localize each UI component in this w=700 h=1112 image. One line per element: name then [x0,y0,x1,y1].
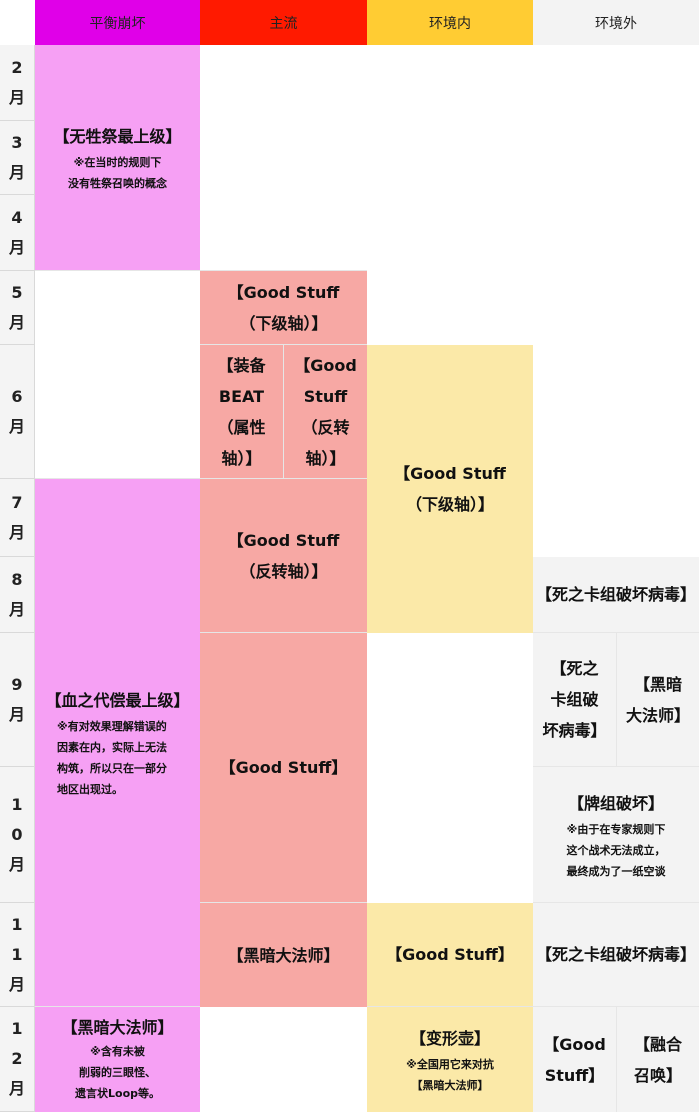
deck-title: 轴）】 [305,448,346,468]
deck-title: （反转 [301,417,350,437]
deck-title: 【黑暗大法师】 [61,1018,174,1037]
deck-title: 【Good [543,1034,606,1054]
deck-title: 【牌组破坏】 [567,793,664,813]
note-block: ※有对效果理解错误的 因素在内，实际上无法 构筑，所以只在一部分 地区出现过。 [35,716,167,800]
balance-cell-jul-nov: 【血之代偿最上级】 ※有对效果理解错误的 因素在内，实际上无法 构筑，所以只在一… [35,479,200,1007]
deck-title: 【装备 [217,355,266,375]
deck-title: 【血之代偿最上级】 [45,691,190,710]
deck-title: 坏病毒】 [542,721,607,740]
deck-title: 【Good Stuff】 [219,758,348,777]
header-in-env: 环境内 [367,0,533,45]
header-mainstream: 主流 [200,0,367,45]
out-env-cell-sep-right: 【黑暗 大法师】 [617,633,699,767]
deck-title: 【Good Stuff [227,282,340,302]
note-line: 地区出现过。 [57,783,123,796]
deck-title: 【Good Stuff [394,464,506,483]
deck-title: 【Good Stuff [227,530,340,550]
deck-title: （属性 [217,417,266,437]
note-line: ※在当时的规则下 [73,156,162,169]
note-line: ※全国用它来对抗 [406,1058,494,1071]
deck-title: 【死之 [550,659,599,678]
note-line: 遗言状Loop等。 [75,1087,160,1100]
note-line: 【黑暗大法师】 [411,1079,489,1092]
deck-title: （下级轴）】 [405,495,494,514]
in-env-cell-dec: 【变形壶】 ※全国用它来对抗 【黑暗大法师】 [367,1007,533,1112]
note-line: 没有牲祭召唤的概念 [68,177,167,190]
deck-title: 大法师】 [625,705,690,725]
mainstream-cell-jul-aug: 【Good Stuff （反转轴）】 [200,479,367,633]
deck-title: 轴）】 [221,448,262,468]
out-env-empty-feb-jul [533,45,699,557]
deck-title: 【黑暗大法师】 [227,945,340,965]
out-env-cell-sep-left: 【死之 卡组破 坏病毒】 [533,633,617,767]
deck-title: 【黑暗 [633,674,682,694]
out-env-cell-nov: 【死之卡组破坏病毒】 [533,903,699,1007]
in-env-empty-sep-oct [367,633,533,903]
mainstream-cell-jun-right: 【Good Stuff （反转 轴）】 [284,345,367,479]
out-env-cell-aug: 【死之卡组破坏病毒】 [533,557,699,633]
mainstream-empty-dec [200,1007,367,1112]
balance-cell-feb-apr: 【无牲祭最上级】 ※在当时的规则下 没有牲祭召唤的概念 [35,45,200,271]
mainstream-cell-nov: 【黑暗大法师】 [200,903,367,1007]
deck-title: BEAT [218,386,265,406]
corner-cell [0,0,35,45]
deck-title: 【无牲祭最上级】 [53,127,182,146]
note-line: 削弱的三眼怪、 [79,1066,156,1079]
deck-title: 【Good Stuff】 [386,945,514,964]
deck-title: （下级轴）】 [239,313,328,333]
balance-empty-may-jun [35,271,200,479]
deck-title: （反转轴）】 [239,561,328,581]
deck-title: 【死之卡组破坏病毒】 [535,585,696,604]
note-line: 构筑，所以只在一部分 [57,762,167,775]
deck-title: Stuff】 [544,1065,605,1085]
note-line: 最终成为了一纸空谈 [566,864,666,878]
out-env-cell-oct: 【牌组破坏】 ※由于在专家规则下 这个战术无法成立， 最终成为了一纸空谈 [533,767,699,903]
mainstream-cell-may: 【Good Stuff （下级轴）】 [200,271,367,345]
deck-title: Stuff [303,386,348,406]
note-line: ※由于在专家规则下 [566,822,666,836]
deck-title: 召唤】 [633,1065,682,1085]
balance-cell-dec: 【黑暗大法师】 ※含有未被 削弱的三眼怪、 遗言状Loop等。 [35,1007,200,1112]
mainstream-empty-feb-apr [200,45,367,271]
in-env-cell-nov: 【Good Stuff】 [367,903,533,1007]
deck-title: 【Good [294,355,357,375]
in-env-cell-jun-aug: 【Good Stuff （下级轴）】 [367,345,533,633]
deck-title: 【融合 [633,1034,682,1054]
note-line: ※含有未被 [90,1045,145,1058]
note-line: 因素在内，实际上无法 [57,741,167,754]
out-env-cell-dec-left: 【Good Stuff】 [533,1007,617,1112]
deck-title: 【变形壶】 [409,1029,490,1048]
in-env-empty-feb-may [367,45,533,345]
note-line: ※有对效果理解错误的 [57,720,167,733]
mainstream-cell-sep-oct: 【Good Stuff】 [200,633,367,903]
note-line: 这个战术无法成立， [566,843,666,857]
header-out-env: 环境外 [533,0,699,45]
mainstream-cell-jun-left: 【装备 BEAT （属性 轴）】 [200,345,284,479]
out-env-cell-dec-right: 【融合 召唤】 [617,1007,699,1112]
deck-title: 卡组破 [550,690,599,709]
header-balance: 平衡崩坏 [35,0,200,45]
deck-title: 【死之卡组破坏病毒】 [535,945,696,964]
